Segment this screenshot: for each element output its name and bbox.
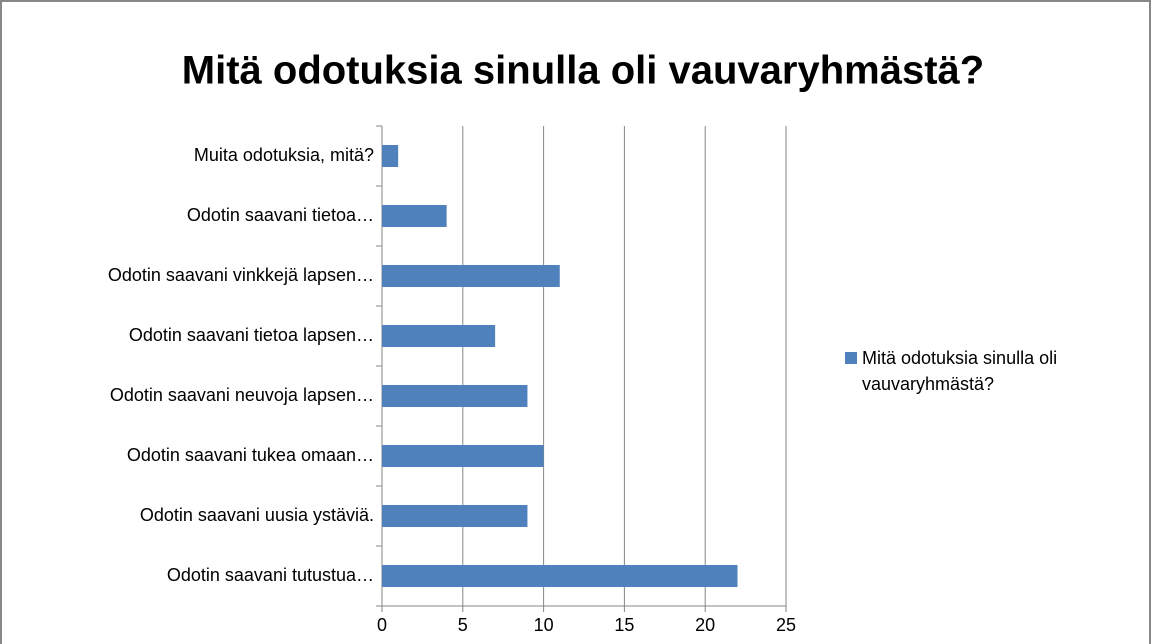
x-tick-label: 0 <box>377 615 387 635</box>
x-tick-label: 5 <box>458 615 468 635</box>
bar <box>382 385 528 407</box>
bar <box>382 265 560 287</box>
y-tick-label: Odotin saavani vinkkejä lapsen… <box>108 265 374 285</box>
legend: Mitä odotuksia sinulla oli vauvaryhmästä… <box>845 345 1085 397</box>
y-tick-label: Odotin saavani tietoa… <box>187 205 374 225</box>
legend-swatch <box>845 352 857 364</box>
y-tick-label: Odotin saavani tietoa lapsen… <box>129 325 374 345</box>
chart-title: Mitä odotuksia sinulla oli vauvaryhmästä… <box>182 49 984 93</box>
bar <box>382 205 447 227</box>
x-tick-label: 25 <box>776 615 796 635</box>
bar <box>382 565 738 587</box>
x-tick-label: 20 <box>695 615 715 635</box>
y-tick-label: Odotin saavani uusia ystäviä. <box>140 505 374 525</box>
bar <box>382 505 528 527</box>
y-tick-label: Muita odotuksia, mitä? <box>194 145 374 165</box>
y-tick-label: Odotin saavani neuvoja lapsen… <box>110 385 374 405</box>
bar <box>382 445 544 467</box>
x-tick-label: 15 <box>614 615 634 635</box>
y-tick-label: Odotin saavani tukea omaan… <box>127 445 374 465</box>
bar <box>382 145 399 167</box>
y-tick-label: Odotin saavani tutustua… <box>167 565 374 585</box>
legend-label: Mitä odotuksia sinulla oli vauvaryhmästä… <box>862 348 1058 394</box>
x-tick-label: 10 <box>534 615 554 635</box>
bar <box>382 325 496 347</box>
